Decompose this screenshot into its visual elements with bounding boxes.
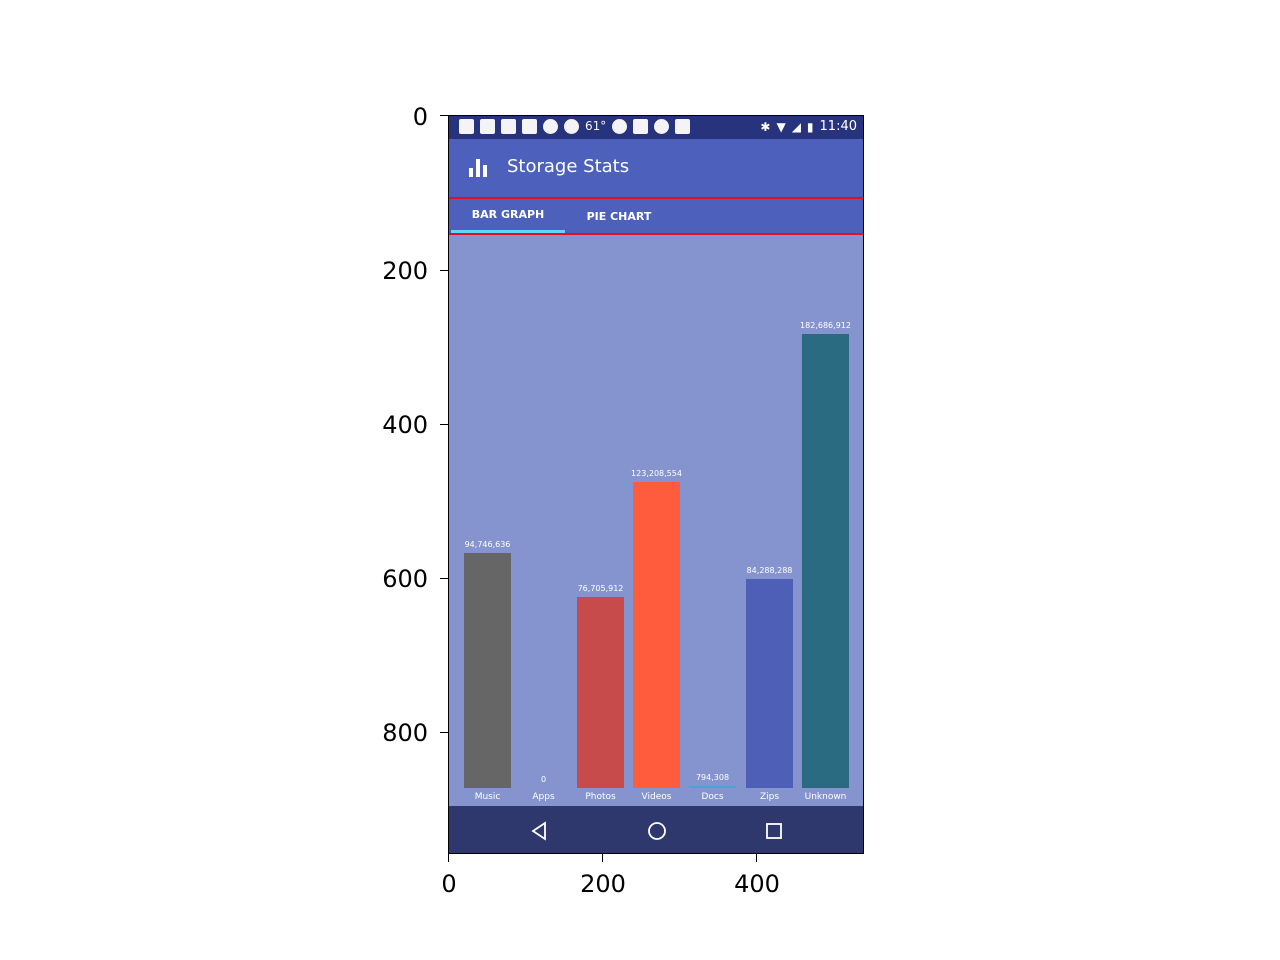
bar-value-label: 76,705,912 [577,584,624,593]
y-tick-label: 600 [382,565,428,593]
x-tick-label: 400 [734,870,780,898]
bar-value-label: 182,686,912 [800,321,851,330]
bar-chart: 94,746,636 Music 0 Apps 76,705,912 Photos 123,… [449,235,863,806]
x-tick [756,854,757,862]
nav-bar [449,806,863,853]
home-icon[interactable] [646,820,668,842]
notification-icons: 61° [459,119,691,134]
wifi-icon: ▼ [776,119,786,134]
heart-icon [564,119,579,134]
bar-category-label: Apps [532,792,555,802]
x-tick-label: 0 [441,870,457,898]
bar-value-label: 794,308 [695,773,730,782]
battery-icon: ▮ [806,119,814,134]
bar-value-label: 84,288,288 [746,566,793,575]
tab-pie-chart[interactable]: PIE CHART [586,209,652,223]
bar-value-label: 0 [540,775,547,784]
bar-category-label: Music [474,792,501,802]
y-tick-label: 200 [382,257,428,285]
y-tick [440,115,448,116]
x-tick [602,854,603,862]
back-icon[interactable] [529,820,551,842]
y-tick [440,578,448,579]
y-tick [440,732,448,733]
bar-category-label: Unknown [804,792,847,802]
temperature-text: 61° [585,119,607,133]
facebook-icon [501,119,516,134]
bar-category-label: Docs [701,792,724,802]
bar-docs [689,786,736,788]
recents-icon[interactable] [763,820,785,842]
y-tick [440,424,448,425]
system-icons: ✱ ▼ ◢ ▮ 11:40 [760,119,857,134]
signal-icon: ◢ [791,119,801,134]
y-tick [440,270,448,271]
status-bar: 61° ✱ ▼ ◢ ▮ 11:40 [449,116,863,139]
plot-axes: 61° ✱ ▼ ◢ ▮ 11:40 Storage Stats [448,115,864,854]
bar-unknown [802,334,849,788]
tab-bar-graph[interactable]: BAR GRAPH [451,199,565,233]
game-icon [654,119,670,134]
app-title: Storage Stats [507,156,630,177]
status-time: 11:40 [819,119,857,134]
hands-icon [543,119,558,134]
bar-videos [633,482,680,788]
app-bar: Storage Stats [449,139,863,197]
y-tick-label: 0 [412,103,428,131]
facebook-icon [522,119,537,134]
x-tick [448,854,449,862]
bar-music [464,553,511,788]
bar-category-label: Photos [585,792,616,802]
weather-icon [612,119,628,134]
bar-value-label: 94,746,636 [464,540,511,549]
bar-category-label: Zips [759,792,780,802]
bar-category-label: Videos [641,792,672,802]
bar-chart-icon [469,159,489,177]
y-tick-label: 400 [382,411,428,439]
facebook-icon [480,119,495,134]
y-tick-label: 800 [382,719,428,747]
phone-screen: 61° ✱ ▼ ◢ ▮ 11:40 Storage Stats [449,116,863,853]
wrench-icon [633,119,649,134]
bar-photos [577,597,624,788]
messenger-icon [459,119,474,134]
download-icon [675,119,691,134]
bluetooth-icon: ✱ [760,119,771,134]
bar-value-label: 123,208,554 [631,469,682,478]
bar-zips [746,579,793,788]
tab-bar: BAR GRAPH PIE CHART [449,197,863,235]
x-tick-label: 200 [580,870,626,898]
